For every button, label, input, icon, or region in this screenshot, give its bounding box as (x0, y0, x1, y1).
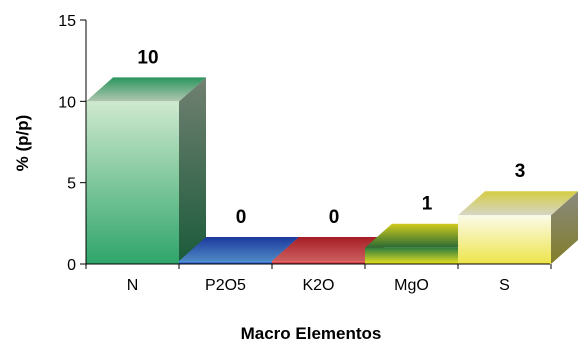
x-tick-label: P2O5 (205, 277, 246, 294)
data-label: 10 (137, 47, 158, 68)
data-labels-group: 10 0 0 1 3 (137, 47, 525, 228)
bar-top (179, 237, 299, 261)
x-axis-label: Macro Elementos (241, 324, 382, 343)
y-tick-label: 15 (58, 13, 76, 30)
y-tick-label: 10 (58, 94, 76, 111)
data-label: 0 (236, 207, 247, 228)
x-tick-label: MgO (394, 277, 429, 294)
bar-front (272, 261, 365, 264)
bar-top (458, 191, 578, 216)
y-tick-label: 5 (67, 176, 76, 193)
bar-front (458, 215, 551, 264)
y-ticks-group: 0 5 10 15 (58, 13, 86, 274)
x-tick-label: S (499, 277, 510, 294)
x-tick-label: K2O (302, 277, 334, 294)
bar-top (365, 223, 485, 248)
bar-front (179, 261, 272, 264)
bar-side (179, 77, 206, 264)
x-tick-label: N (127, 277, 139, 294)
data-label: 0 (329, 207, 340, 228)
bar-front (86, 101, 179, 264)
bar-top (272, 237, 392, 261)
data-label: 1 (422, 194, 433, 215)
bar-s (458, 191, 578, 264)
bar-top (86, 77, 206, 102)
y-axis-label: % (p/p) (13, 115, 32, 172)
bar-front (365, 247, 458, 264)
axes-group (85, 20, 550, 265)
data-label: 3 (515, 161, 526, 182)
bar-n (86, 77, 206, 264)
bars-group (86, 77, 578, 264)
y-tick-label: 0 (67, 257, 76, 274)
bar-side (551, 191, 578, 264)
x-ticks-group: N P2O5 K2O MgO S (85, 264, 552, 294)
